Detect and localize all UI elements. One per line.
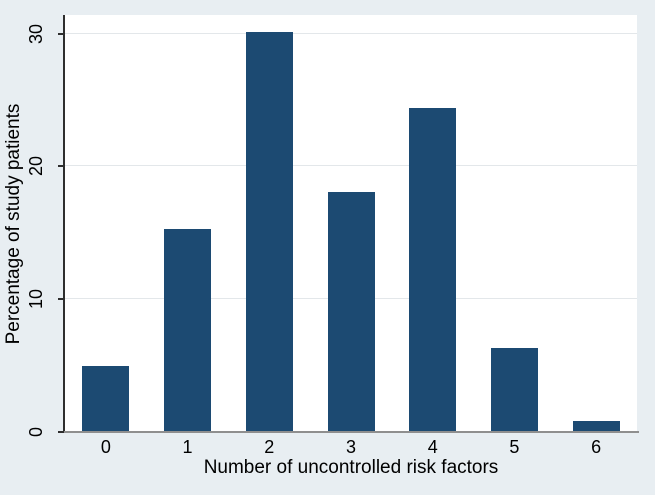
bar-4 xyxy=(409,107,457,432)
x-tick-label-2: 2 xyxy=(264,437,275,457)
x-tick-label-3: 3 xyxy=(345,437,356,457)
bar-6 xyxy=(572,421,620,432)
y-axis-line xyxy=(63,15,65,432)
x-tick-label-6: 6 xyxy=(591,437,602,457)
x-axis-line xyxy=(63,431,639,433)
gridline-y-20 xyxy=(65,165,637,167)
bar-2 xyxy=(245,32,293,432)
y-tick-label-10: 10 xyxy=(26,289,46,310)
y-tick-20 xyxy=(58,165,64,168)
bar-3 xyxy=(327,191,375,432)
x-axis-title: Number of uncontrolled risk factors xyxy=(203,457,499,478)
plot-area xyxy=(65,15,637,432)
bar-1 xyxy=(164,228,212,432)
x-tick-label-1: 1 xyxy=(182,437,193,457)
x-tick-label-5: 5 xyxy=(509,437,520,457)
y-tick-30 xyxy=(58,32,64,35)
y-tick-label-30: 30 xyxy=(26,23,46,44)
bar-0 xyxy=(82,365,130,432)
gridline-y-30 xyxy=(65,32,637,34)
y-axis-title: Percentage of study patients xyxy=(3,103,24,345)
y-tick-0 xyxy=(58,431,64,433)
y-tick-label-20: 20 xyxy=(26,156,46,177)
y-tick-10 xyxy=(58,298,64,301)
x-tick-label-4: 4 xyxy=(427,437,438,457)
bar-5 xyxy=(490,348,538,432)
x-tick-label-0: 0 xyxy=(100,437,111,457)
y-tick-label-0: 0 xyxy=(26,427,46,438)
